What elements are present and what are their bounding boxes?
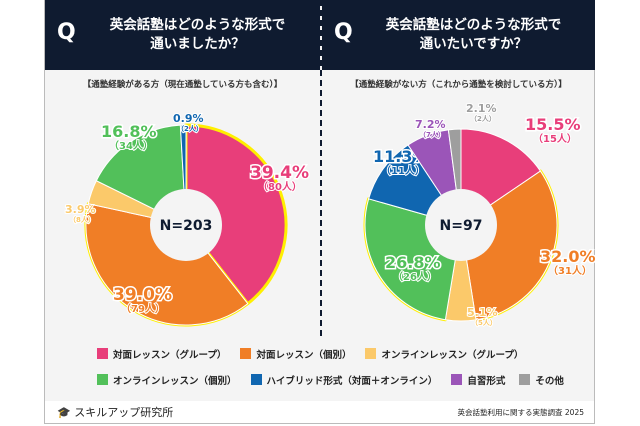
legend-swatch	[240, 348, 252, 359]
legend-item: オンラインレッスン（グループ）	[365, 347, 523, 361]
legend-label: 自習形式	[467, 376, 506, 387]
legend-item: 対面レッスン（個別）	[240, 347, 351, 361]
slice-percent-label: 5.1%	[467, 306, 498, 319]
slice-percent-label: 39.4%	[250, 163, 309, 183]
legend-item: オンラインレッスン（個別）	[97, 373, 237, 387]
slice-count-label: （11人）	[381, 164, 425, 177]
slice-percent-label: 7.2%	[415, 118, 446, 131]
sample-size-label: N=203	[160, 218, 213, 234]
slice-percent-label: 16.8%	[101, 122, 157, 141]
slice-percent-label: 39.0%	[113, 285, 172, 305]
logo: 🎓 スキルアップ研究所	[57, 404, 173, 420]
legend-label: オンラインレッスン（グループ）	[381, 350, 524, 361]
slice-count-label: （80人）	[258, 180, 302, 193]
slice-count-label: （5人）	[471, 318, 497, 327]
pie-charts: 39.4%（80人） 39.0%（79人） 3.9%（8人） 16.8%（34人） 0.…	[64, 101, 596, 328]
q-icon: Q	[334, 20, 353, 45]
slice-percent-label: 26.8%	[385, 253, 441, 272]
divider	[320, 0, 322, 336]
slice-count-label: （31人）	[548, 264, 592, 277]
pie-slice	[460, 170, 558, 321]
legend-swatch	[365, 348, 377, 359]
legend-swatch	[451, 374, 463, 385]
q-icon: Q	[57, 20, 76, 45]
legend-swatch	[250, 374, 262, 385]
legend-label: オンラインレッスン（個別）	[113, 376, 237, 387]
legend-item: その他	[519, 373, 564, 387]
legend-row-1: 対面レッスン（グループ） 対面レッスン（個別） オンラインレッスン（グループ）	[97, 347, 523, 361]
slice-count-label: （26人）	[393, 270, 437, 283]
legend-item: 対面レッスン（グループ）	[97, 347, 226, 361]
legend-label: ハイブリッド形式（対面＋オンライン）	[266, 376, 438, 387]
slice-percent-label: 3.9%	[65, 203, 96, 216]
donut-hole	[425, 189, 497, 261]
slice-count-label: （2人）	[470, 114, 496, 123]
right-header: Q 英会話塾はどのような形式で 通いたいですか？	[322, 0, 595, 70]
slice-percent-label: 32.0%	[540, 247, 596, 266]
legend-label: 対面レッスン（グループ）	[113, 350, 227, 361]
legend-swatch	[97, 348, 108, 359]
owl-icon: 🎓	[57, 406, 71, 419]
slice-count-label: （34人）	[109, 139, 153, 152]
slice-count-label: （7人）	[419, 130, 445, 139]
donut-hole	[150, 189, 222, 261]
slice-count-label: （15人）	[533, 132, 577, 145]
legend-item: ハイブリッド形式（対面＋オンライン）	[250, 373, 438, 387]
legend-row-2: オンラインレッスン（個別） ハイブリッド形式（対面＋オンライン） 自習形式 その他	[97, 373, 564, 387]
legend-label: 対面レッスン（個別）	[256, 350, 352, 361]
infographic-panel: Q 英会話塾はどのような形式で 通いましたか？ Q 英会話塾はどのような形式で …	[44, 0, 596, 424]
right-subtitle: 【通塾経験がない方（これから通塾を検討している方）】	[350, 80, 567, 90]
survey-title: 英会話塾利用に関する実態調査 2025	[457, 408, 584, 417]
legend-item: 自習形式	[451, 373, 505, 387]
left-header: Q 英会話塾はどのような形式で 通いましたか？	[45, 0, 320, 70]
slice-percent-label: 2.1%	[466, 102, 497, 115]
slice-count-label: （2人）	[177, 124, 203, 133]
slice-count-label: （79人）	[121, 302, 165, 315]
legend-swatch	[97, 374, 108, 385]
legend-swatch	[519, 374, 531, 385]
left-question: 英会話塾はどのような形式で 通いましたか？	[109, 17, 286, 52]
slice-percent-label: 0.9%	[173, 112, 204, 125]
pie-slice	[85, 203, 249, 326]
legend-label: その他	[535, 376, 564, 387]
footer: 🎓 スキルアップ研究所 英会話塾利用に関する実態調査 2025	[45, 401, 594, 423]
sample-size-label: N=97	[440, 218, 483, 234]
slice-count-label: （8人）	[69, 215, 95, 224]
slice-percent-label: 15.5%	[525, 115, 581, 134]
logo-text: スキルアップ研究所	[74, 406, 174, 419]
right-question: 英会話塾はどのような形式で 通いたいですか？	[385, 17, 562, 52]
highlight-outline	[184, 123, 288, 306]
left-subtitle: 【通塾経験がある方（現在通塾している方も含む）】	[82, 80, 283, 90]
